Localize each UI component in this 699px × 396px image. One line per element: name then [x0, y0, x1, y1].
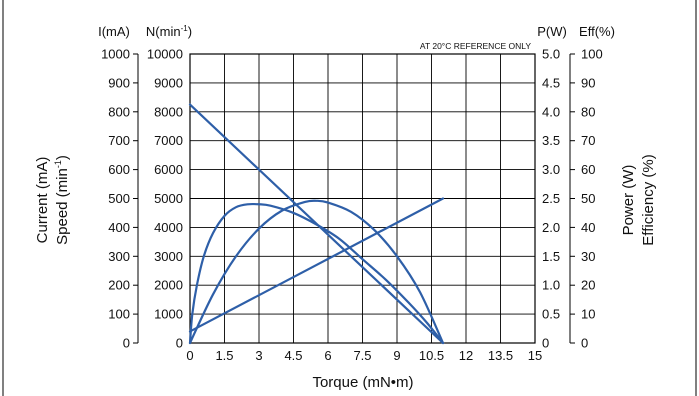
- speed-tick-label: 6000: [154, 162, 183, 177]
- power-tick-label: 1.0: [542, 278, 560, 293]
- efficiency-tick-label: 60: [581, 162, 595, 177]
- speed-unit-label: N(min-1): [146, 24, 192, 39]
- speed-tick-label: 4000: [154, 220, 183, 235]
- x-axis-title: Torque (mN•m): [312, 374, 413, 391]
- speed-tick-label: 3000: [154, 249, 183, 264]
- power-tick-label: 0.5: [542, 307, 560, 322]
- x-tick-label: 7.5: [353, 348, 371, 363]
- power-curve: [188, 199, 445, 345]
- current-tick-label: 0: [123, 336, 130, 351]
- x-tick-label: 0: [186, 348, 193, 363]
- speed-tick-label: 7000: [154, 133, 183, 148]
- speed-title-base: Speed (min: [54, 168, 71, 245]
- efficiency-axis-title: Efficiency (%): [640, 154, 657, 245]
- efficiency-tick-label: 70: [581, 133, 595, 148]
- speed-tick-label: 2000: [154, 278, 183, 293]
- speed-tick-label: 10000: [147, 47, 183, 62]
- efficiency-unit-label: Eff(%): [579, 24, 615, 39]
- efficiency-tick-label: 90: [581, 75, 595, 90]
- power-tick-label: 4.0: [542, 104, 560, 119]
- efficiency-tick-label: 10: [581, 307, 595, 322]
- current-axis-title: Current (mA): [34, 157, 51, 244]
- x-tick-label: 13.5: [488, 348, 513, 363]
- current-tick-label: 1000: [101, 47, 130, 62]
- x-tick-label: 1.5: [215, 348, 233, 363]
- current-tick-label: 100: [108, 307, 130, 322]
- current-tick-label: 500: [108, 191, 130, 206]
- power-tick-label: 1.5: [542, 249, 560, 264]
- power-tick-label: 3.5: [542, 133, 560, 148]
- speed-tick-label: 1000: [154, 307, 183, 322]
- power-tick-label: 4.5: [542, 75, 560, 90]
- x-tick-label: 4.5: [284, 348, 302, 363]
- speed-title-exp: -1: [53, 160, 63, 168]
- speed-tick-label: 8000: [154, 104, 183, 119]
- power-unit-label: P(W): [537, 24, 567, 39]
- efficiency-tick-label: 50: [581, 191, 595, 206]
- series-lines: [188, 103, 445, 345]
- power-tick-label: 2.5: [542, 191, 560, 206]
- grid: [133, 53, 575, 344]
- x-tick-label: 6: [324, 348, 331, 363]
- power-tick-label: 5.0: [542, 47, 560, 62]
- current-tick-label: 900: [108, 75, 130, 90]
- x-tick-label: 10.5: [419, 348, 444, 363]
- current-tick-label: 700: [108, 133, 130, 148]
- efficiency-tick-label: 0: [581, 336, 588, 351]
- speed-tick-label: 9000: [154, 75, 183, 90]
- speed-axis-title: Speed (min-1): [53, 155, 71, 245]
- current-tick-label: 200: [108, 278, 130, 293]
- current-curve: [188, 197, 445, 333]
- current-tick-label: 400: [108, 220, 130, 235]
- speed-tick-label: 5000: [154, 191, 183, 206]
- current-tick-label: 600: [108, 162, 130, 177]
- efficiency-tick-label: 100: [581, 47, 603, 62]
- efficiency-tick-label: 80: [581, 104, 595, 119]
- reference-annotation: AT 20°C REFERENCE ONLY: [420, 41, 531, 51]
- speed-unit-exp: -1: [181, 24, 189, 33]
- current-unit-label: I(mA): [98, 24, 130, 39]
- x-tick-label: 12: [459, 348, 473, 363]
- speed-unit-base: N(min: [146, 24, 181, 39]
- speed-unit-close: ): [188, 24, 192, 39]
- efficiency-tick-label: 20: [581, 278, 595, 293]
- current-tick-label: 300: [108, 249, 130, 264]
- power-tick-label: 0: [542, 336, 549, 351]
- power-axis-title: Power (W): [620, 165, 637, 236]
- efficiency-curve: [188, 202, 445, 345]
- speed-tick-label: 0: [176, 336, 183, 351]
- efficiency-tick-label: 40: [581, 220, 595, 235]
- x-tick-label: 9: [393, 348, 400, 363]
- x-tick-label: 15: [528, 348, 542, 363]
- efficiency-tick-label: 30: [581, 249, 595, 264]
- power-tick-label: 3.0: [542, 162, 560, 177]
- speed-title-close: ): [54, 155, 71, 160]
- power-tick-label: 2.0: [542, 220, 560, 235]
- current-tick-label: 800: [108, 104, 130, 119]
- x-tick-label: 3: [255, 348, 262, 363]
